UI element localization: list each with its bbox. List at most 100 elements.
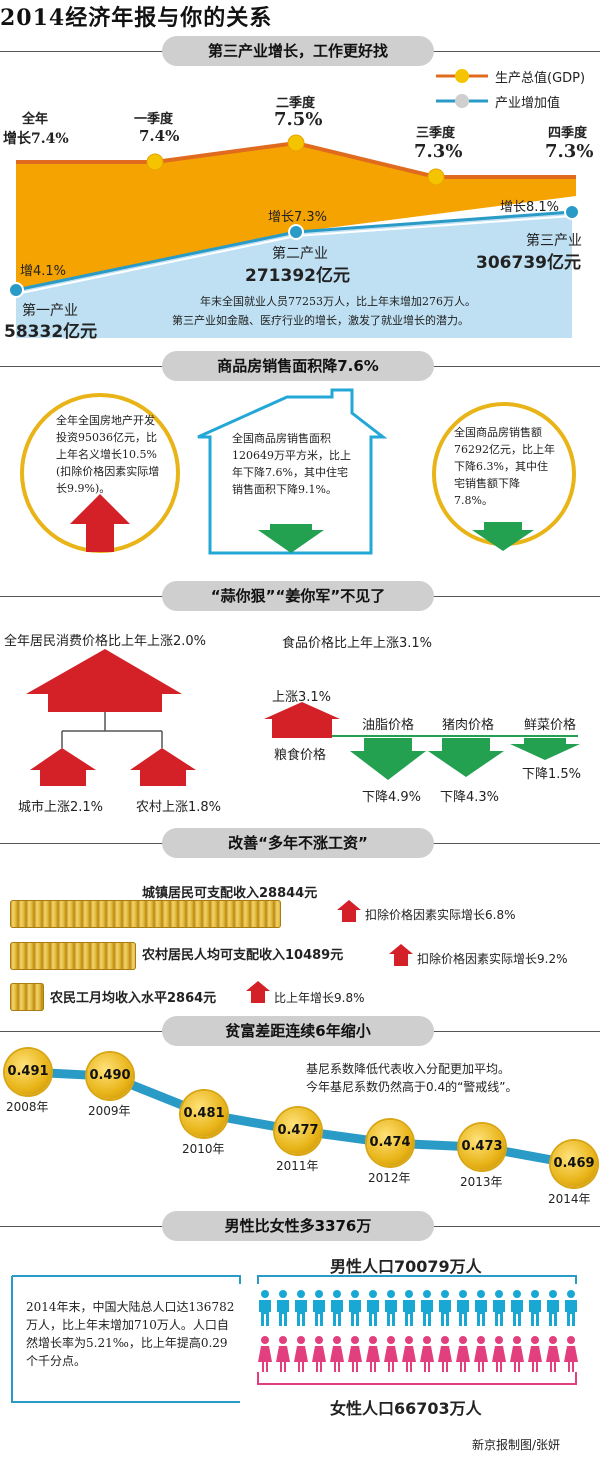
gdp-point xyxy=(287,134,305,152)
section-title-employment: 第三产业增长，工作更好找 xyxy=(162,36,434,66)
housing-graphics xyxy=(20,388,576,555)
gini-year-label: 2011年 xyxy=(276,1158,319,1173)
area-text: 全国商品房销售面积120649万平方米，比上年下降7.6%，其中住宅销售面积下降… xyxy=(232,432,351,496)
pork-value: 下降4.3% xyxy=(440,790,500,805)
man-icon xyxy=(348,1290,362,1330)
man-icon xyxy=(564,1290,578,1330)
gini-year-label: 2008年 xyxy=(6,1100,49,1114)
gini-year-label: 2012年 xyxy=(368,1171,411,1186)
income-migrant-growth: 比上年增长9.8% xyxy=(274,991,365,1005)
gini-point: 0.469 xyxy=(551,1141,597,1187)
man-icon xyxy=(294,1290,308,1330)
legend-value-added-dot xyxy=(455,94,469,108)
woman-icon xyxy=(456,1336,470,1376)
woman-icon xyxy=(528,1336,542,1376)
man-icon xyxy=(258,1290,272,1330)
rural-arrow xyxy=(130,748,196,786)
man-icon xyxy=(492,1290,506,1330)
woman-icon xyxy=(402,1336,416,1376)
section-title-prices: “蒜你狠”“姜你军”不见了 xyxy=(162,581,434,611)
income-urban-label: 城镇居民可支配收入28844元 xyxy=(142,886,318,901)
gdp-value-q4: 7.3% xyxy=(545,141,594,162)
woman-icon xyxy=(510,1336,524,1376)
woman-icon xyxy=(366,1336,380,1376)
income-rural-growth: 扣除价格因素实际增长9.2% xyxy=(417,952,568,966)
gdp-label-q2: 二季度 xyxy=(276,96,316,111)
industry3-growth: 增长8.1% xyxy=(500,200,560,215)
veg-value: 下降1.5% xyxy=(522,767,582,782)
woman-icon xyxy=(294,1336,308,1376)
credit: 新京报制图/张妍 xyxy=(472,1438,561,1452)
income-arrows xyxy=(246,900,413,1003)
gdp-value-annual: 增长7.4% xyxy=(3,131,69,147)
gini-point: 0.491 xyxy=(5,1049,51,1095)
veg-arrow xyxy=(510,738,580,760)
gini-point: 0.481 xyxy=(181,1090,227,1137)
gdp-label-q1: 一季度 xyxy=(134,112,174,127)
gini-note-1: 基尼系数降低代表收入分配更加平均。 xyxy=(306,1062,511,1076)
woman-icon xyxy=(474,1336,488,1376)
section-title-gini: 贫富差距连续6年缩小 xyxy=(162,1016,434,1046)
woman-icon xyxy=(330,1336,344,1376)
man-icon xyxy=(528,1290,542,1330)
industry3-name: 第三产业 xyxy=(526,233,582,249)
man-icon xyxy=(384,1290,398,1330)
employment-note-2: 第三产业如金融、医疗行业的增长，激发了就业增长的潜力。 xyxy=(172,314,469,327)
industry2-growth: 增长7.3% xyxy=(268,210,328,225)
cpi-total-label: 全年居民消费价格比上年上涨2.0% xyxy=(4,634,207,649)
female-icons xyxy=(258,1336,578,1376)
industry2-name: 第二产业 xyxy=(272,246,328,262)
woman-icon xyxy=(420,1336,434,1376)
woman-icon xyxy=(258,1336,272,1376)
grain-label: 粮食价格 xyxy=(274,748,327,763)
woman-icon xyxy=(276,1336,290,1376)
gdp-point xyxy=(146,153,164,171)
industry1-value: 58332亿元 xyxy=(4,322,98,342)
investment-text: 全年全国房地产开发投资95036亿元，比上年名义增长10.5%(扣除价格因素实际… xyxy=(56,414,160,495)
gdp-industry-chart xyxy=(8,69,580,338)
gini-point: 0.474 xyxy=(367,1120,413,1167)
gdp-label-annual: 全年 xyxy=(22,112,49,127)
grain-value: 上涨3.1% xyxy=(272,690,332,705)
page-title: 2014经济年报与你的关系 xyxy=(0,5,273,31)
cpi-arrow xyxy=(26,649,182,712)
income-migrant-label: 农民工月均收入水平2864元 xyxy=(50,991,217,1006)
man-icon xyxy=(276,1290,290,1330)
pork-label: 猪肉价格 xyxy=(442,718,495,733)
man-icon xyxy=(546,1290,560,1330)
food-header: 食品价格比上年上涨3.1% xyxy=(282,636,433,651)
house-outline xyxy=(197,388,388,555)
industry2-value: 271392亿元 xyxy=(245,266,350,286)
industry3-value: 306739亿元 xyxy=(476,253,581,273)
male-label: 男性人口70079万人 xyxy=(330,1257,482,1276)
gdp-value-q1: 7.4% xyxy=(139,127,180,145)
gini-year-label: 2013年 xyxy=(460,1175,503,1190)
gdp-label-q3: 三季度 xyxy=(416,126,456,141)
woman-icon xyxy=(546,1336,560,1376)
sales-text: 全国商品房销售额76292亿元，比上年下降6.3%，其中住宅销售额下降7.8%。 xyxy=(454,426,555,507)
industry-point xyxy=(8,282,24,298)
gini-year-label: 2009年 xyxy=(88,1104,131,1119)
section-title-wages: 改善“多年不涨工资” xyxy=(162,828,434,858)
down-arrow-icon xyxy=(472,522,534,551)
section-title-housing: 商品房销售面积降7.6% xyxy=(162,351,434,381)
income-rural-label: 农村居民人均可支配收入10489元 xyxy=(142,948,344,963)
gdp-value-q2: 7.5% xyxy=(274,109,323,130)
gini-note-2: 今年基尼系数仍然高于0.4的“警戒线”。 xyxy=(306,1080,518,1094)
woman-icon xyxy=(348,1336,362,1376)
cpi-urban-label: 城市上涨2.1% xyxy=(18,800,104,815)
gdp-label-q4: 四季度 xyxy=(548,126,588,141)
female-label: 女性人口66703万人 xyxy=(330,1399,482,1418)
woman-icon xyxy=(564,1336,578,1376)
section-title-population: 男性比女性多3376万 xyxy=(162,1211,434,1241)
down-arrow-icon xyxy=(258,524,324,553)
man-icon xyxy=(456,1290,470,1330)
price-graphics xyxy=(26,649,580,786)
man-icon xyxy=(366,1290,380,1330)
legend-gdp: 生产总值(GDP) xyxy=(495,71,586,86)
gini-year-label: 2014年 xyxy=(548,1192,591,1206)
industry1-name: 第一产业 xyxy=(22,303,78,319)
industry-area xyxy=(16,212,572,338)
woman-icon xyxy=(492,1336,506,1376)
